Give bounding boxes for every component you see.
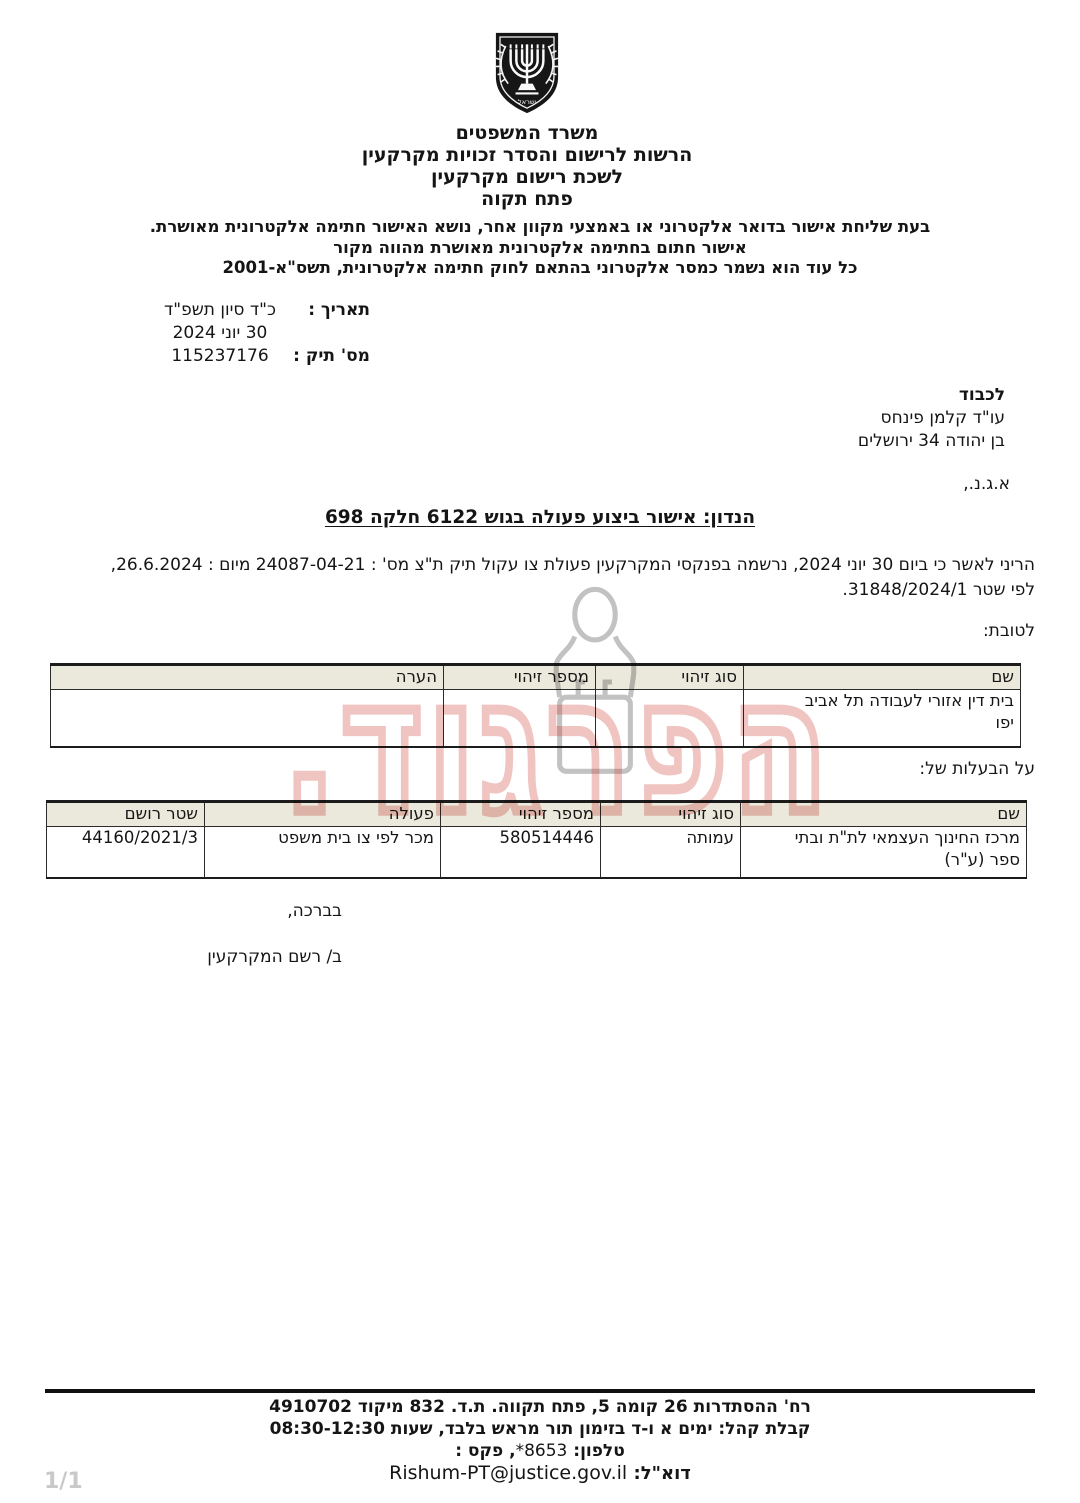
cell-name: בית דין אזורי לעבודה תל אביב יפו — [743, 689, 1021, 748]
cell-deed: 44160/2021/3 — [46, 826, 205, 879]
beneficiary-table: שם סוג זיהוי מספר זיהוי הערה בית דין אזו… — [50, 663, 1021, 748]
cell-name: מרכז החינוך העצמאי לת"ת ובתי ספר (ע"ר) — [740, 826, 1027, 879]
electronic-signature-notice: בעת שליחת אישור בדואר אלקטרוני או באמצעי… — [149, 217, 931, 277]
case-number-label: מס' תיק : — [293, 346, 370, 366]
phone-separator: , — [509, 1441, 516, 1461]
footer-divider — [45, 1389, 1035, 1393]
case-number-value: 115237176 — [171, 346, 269, 366]
date-label: תאריך : — [308, 300, 370, 320]
cell-id-type — [595, 689, 744, 748]
col-name: שם — [740, 801, 1027, 827]
branch-city: פתח תקוה — [481, 188, 573, 210]
cell-id-number — [443, 689, 596, 748]
authority-title: הרשות לרישום והסדר זכויות מקרקעין — [361, 144, 693, 166]
date-spacer — [310, 322, 370, 345]
table-row: בית דין אזורי לעבודה תל אביב יפו — [50, 689, 1021, 748]
addressee-block: לכבוד עו"ד קלמן פינחס בן יהודה 34 ירושלי… — [858, 384, 1005, 453]
email-address: Rishum-PT@justice.gov.il — [389, 1462, 628, 1484]
greeting: א.ג.נ., — [963, 474, 1010, 494]
date-hebrew: כ"ד סיון תשפ"ד — [164, 300, 276, 320]
letterhead: ישראל משרד המשפטים הרשות לרישום והסדר זכ… — [0, 28, 1067, 210]
fax-label: פקס : — [455, 1441, 504, 1461]
closing-signer: ב/ רשם המקרקעין — [207, 947, 342, 967]
ministry-title: משרד המשפטים — [455, 122, 599, 144]
col-remark: הערה — [50, 664, 444, 690]
page-number: 1/1 — [44, 1469, 83, 1494]
footer-phone-fax: טלפון: *8653, פקס : — [0, 1440, 1080, 1462]
col-name: שם — [743, 664, 1021, 690]
col-deed: שטר רושם — [46, 801, 205, 827]
col-id-type: סוג זיהוי — [600, 801, 741, 827]
cell-action: מכר לפי צו בית משפט — [204, 826, 441, 879]
footer-email-line: דוא"ל: Rishum-PT@justice.gov.il — [0, 1462, 1080, 1485]
col-id-type: סוג זיהוי — [595, 664, 744, 690]
table-header-row: שם סוג זיהוי מספר זיהוי הערה — [50, 664, 1021, 690]
col-id-number: מספר זיהוי — [440, 801, 601, 827]
table-header-row: שם סוג זיהוי מספר זיהוי פעולה שטר רושם — [46, 801, 1027, 827]
col-id-number: מספר זיהוי — [443, 664, 596, 690]
table-row: מרכז החינוך העצמאי לת"ת ובתי ספר (ע"ר) ע… — [46, 826, 1027, 879]
ownership-label: על הבעלות של: — [919, 759, 1035, 779]
emblem-caption: ישראל — [518, 98, 536, 106]
closing-block: בברכה, ב/ רשם המקרקעין — [168, 900, 342, 968]
bureau-title: לשכת רישום מקרקעין — [430, 166, 623, 188]
subject-line: הנדון: אישור ביצוע פעולה בגוש 6122 חלקה … — [0, 507, 1080, 528]
footer-address: רח' ההסתדרות 26 קומה 5, פתח תקווה. ת.ד. … — [269, 1397, 811, 1417]
phone-number: *8653 — [515, 1441, 568, 1461]
phone-label: טלפון: — [573, 1441, 625, 1461]
footer: רח' ההסתדרות 26 קומה 5, פתח תקווה. ת.ד. … — [0, 1396, 1080, 1485]
email-label: דוא"ל: — [633, 1463, 691, 1484]
salutation: לכבוד — [958, 385, 1005, 405]
subject-text: הנדון: אישור ביצוע פעולה בגוש 6122 חלקה … — [324, 507, 756, 528]
body-paragraph: הריני לאשר כי ביום 30 יוני 2024, נרשמה ב… — [110, 555, 1035, 600]
meta-block: תאריך : כ"ד סיון תשפ"ד 30 יוני 2024 מס' … — [130, 299, 370, 368]
date-gregorian: 30 יוני 2024 — [172, 323, 268, 343]
ownership-table: שם סוג זיהוי מספר זיהוי פעולה שטר רושם מ… — [46, 800, 1027, 879]
addressee-name: עו"ד קלמן פינחס — [880, 408, 1005, 428]
col-action: פעולה — [204, 801, 441, 827]
cell-id-number: 580514446 — [440, 826, 601, 879]
beneficiary-label: לטובת: — [982, 621, 1035, 641]
cell-remark — [50, 689, 444, 748]
cell-id-type: עמותה — [600, 826, 741, 879]
footer-reception-hours: קבלת קהל: ימים א ו-ד בזימון תור מראש בלב… — [269, 1419, 811, 1439]
addressee-address: בן יהודה 34 ירושלים — [857, 431, 1005, 451]
closing-regards: בברכה, — [287, 901, 342, 921]
israel-state-emblem-icon: ישראל — [495, 32, 559, 114]
